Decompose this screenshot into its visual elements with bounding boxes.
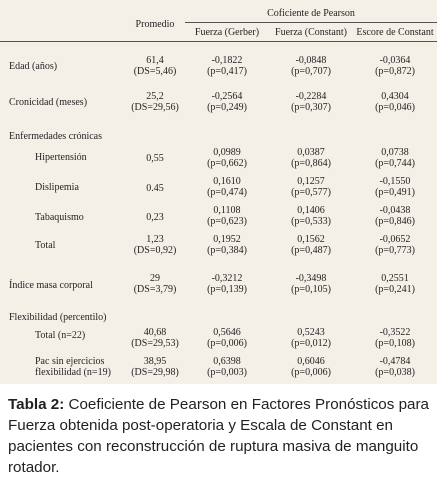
cell-escore: -0,1550 (p=0,491): [375, 175, 415, 198]
cell-promedio: 1,23 (DS=0,92): [133, 233, 177, 256]
cell-gerber: 0,1952 (p=0,384): [207, 233, 247, 256]
cell-constant: -0,3498 (p=0,105): [291, 272, 331, 295]
cell-gerber: -0,1822 (p=0,417): [207, 55, 247, 77]
cell-escore: -0,4784 (p=0,038): [375, 355, 415, 378]
cell-escore: 0,4304 (p=0,046): [375, 90, 415, 113]
section-row: Flexibilidad (percentilo): [0, 307, 437, 327]
cell-gerber: 0,1610 (p=0,474): [207, 175, 247, 198]
header-promedio: Promedio: [125, 8, 185, 42]
table-row: Pac sin ejercicios flexibilidad (n=19) 38…: [0, 353, 437, 381]
header-escore-constant: Escore de Constant: [353, 22, 437, 42]
row-label: Pac sin ejercicios flexibilidad (n=19): [35, 355, 111, 378]
row-label: Cronicidad (meses): [9, 96, 88, 108]
cell-promedio: 29 (DS=3,79): [133, 272, 177, 295]
cell-escore: -0,0364 (p=0,872): [375, 55, 415, 77]
table-row: Total (n=22) 40,68 (DS=29,53) 0,5646 (p=0,…: [0, 327, 437, 353]
cell-escore: 0,0738 (p=0,744): [375, 146, 415, 169]
table-row: Total 1,23 (DS=0,92) 0,1952 (p=0,384) 0,15…: [0, 234, 437, 273]
cell-constant: 0,1257 (p=0,577): [291, 175, 331, 198]
cell-constant: 0,1406 (p=0,533): [291, 204, 331, 227]
cell-escore: -0,0438 (p=0,846): [375, 204, 415, 227]
table-row: Tabaquismo 0,23 0,1108 (p=0,623) 0,1406 (p…: [0, 205, 437, 234]
cell-constant: 0,1562 (p=0,487): [291, 233, 331, 256]
cell-escore: 0,2551 (p=0,241): [375, 272, 415, 295]
cell-promedio: 0,55: [146, 152, 164, 164]
cell-promedio: 0.45: [146, 182, 164, 194]
cell-gerber: 0,0989 (p=0,662): [207, 146, 247, 169]
table-row: Hipertensión 0,55 0,0989 (p=0,662) 0,0387…: [0, 145, 437, 176]
row-label: Edad (años): [9, 61, 58, 72]
row-label: Total (n=22): [35, 329, 86, 341]
row-label: Hipertensión: [35, 151, 87, 163]
header-fuerza-gerber: Fuerza (Gerber): [185, 22, 269, 42]
table-row: Índice masa corporal 29 (DS=3,79) -0,3212…: [0, 273, 437, 307]
cell-constant: -0,0848 (p=0,707): [291, 55, 331, 77]
cell-escore: -0,0652 (p=0,773): [375, 233, 415, 256]
cell-promedio: 61,4 (DS=5,46): [133, 55, 177, 77]
row-label: Total: [35, 239, 56, 251]
cell-promedio: 0,23: [146, 211, 164, 223]
cell-constant: -0,2284 (p=0,307): [291, 90, 331, 113]
cell-promedio: 40,68 (DS=29,53): [131, 326, 179, 349]
cell-gerber: -0,2564 (p=0,249): [207, 90, 247, 113]
row-label: Dislipemia: [35, 181, 79, 193]
cell-gerber: -0,3212 (p=0,139): [207, 272, 247, 295]
header-fuerza-constant: Fuerza (Constant): [269, 22, 353, 42]
section-title: Enfermedades crónicas: [9, 130, 103, 142]
cell-gerber: 0,6398 (p=0,003): [207, 355, 247, 378]
caption-label: Tabla 2:: [8, 396, 65, 413]
cell-constant: 0,6046 (p=0,006): [291, 355, 331, 378]
pearson-table: Promedio Coficiente de Pearson Fuerza (G…: [0, 8, 437, 381]
row-label: Índice masa corporal: [9, 279, 93, 291]
table-row: Cronicidad (meses) 25,2 (DS=29,56) -0,256…: [0, 90, 437, 126]
table-row: Dislipemia 0.45 0,1610 (p=0,474) 0,1257 (p…: [0, 176, 437, 205]
header-coeficiente: Coficiente de Pearson: [185, 8, 437, 23]
table-row: Edad (años) 61,4 (DS=5,46) -0,1822 (p=0,41…: [0, 42, 437, 90]
cell-constant: 0,5243 (p=0,012): [291, 326, 331, 349]
section-row: Enfermedades crónicas: [0, 126, 437, 145]
table-panel: Promedio Coficiente de Pearson Fuerza (G…: [0, 0, 437, 384]
caption-text: Coeficiente de Pearson en Factores Pronó…: [8, 396, 429, 476]
row-label: Tabaquismo: [35, 211, 84, 223]
cell-constant: 0,0387 (p=0,864): [291, 146, 331, 169]
table-caption: Tabla 2: Coeficiente de Pearson en Facto…: [8, 394, 433, 478]
cell-escore: -0,3522 (p=0,108): [375, 326, 415, 349]
section-title: Flexibilidad (percentilo): [9, 311, 107, 323]
cell-gerber: 0,5646 (p=0,006): [207, 326, 247, 349]
cell-promedio: 25,2 (DS=29,56): [131, 90, 179, 113]
cell-promedio: 38,95 (DS=29,98): [131, 355, 179, 378]
cell-gerber: 0,1108 (p=0,623): [207, 204, 247, 227]
